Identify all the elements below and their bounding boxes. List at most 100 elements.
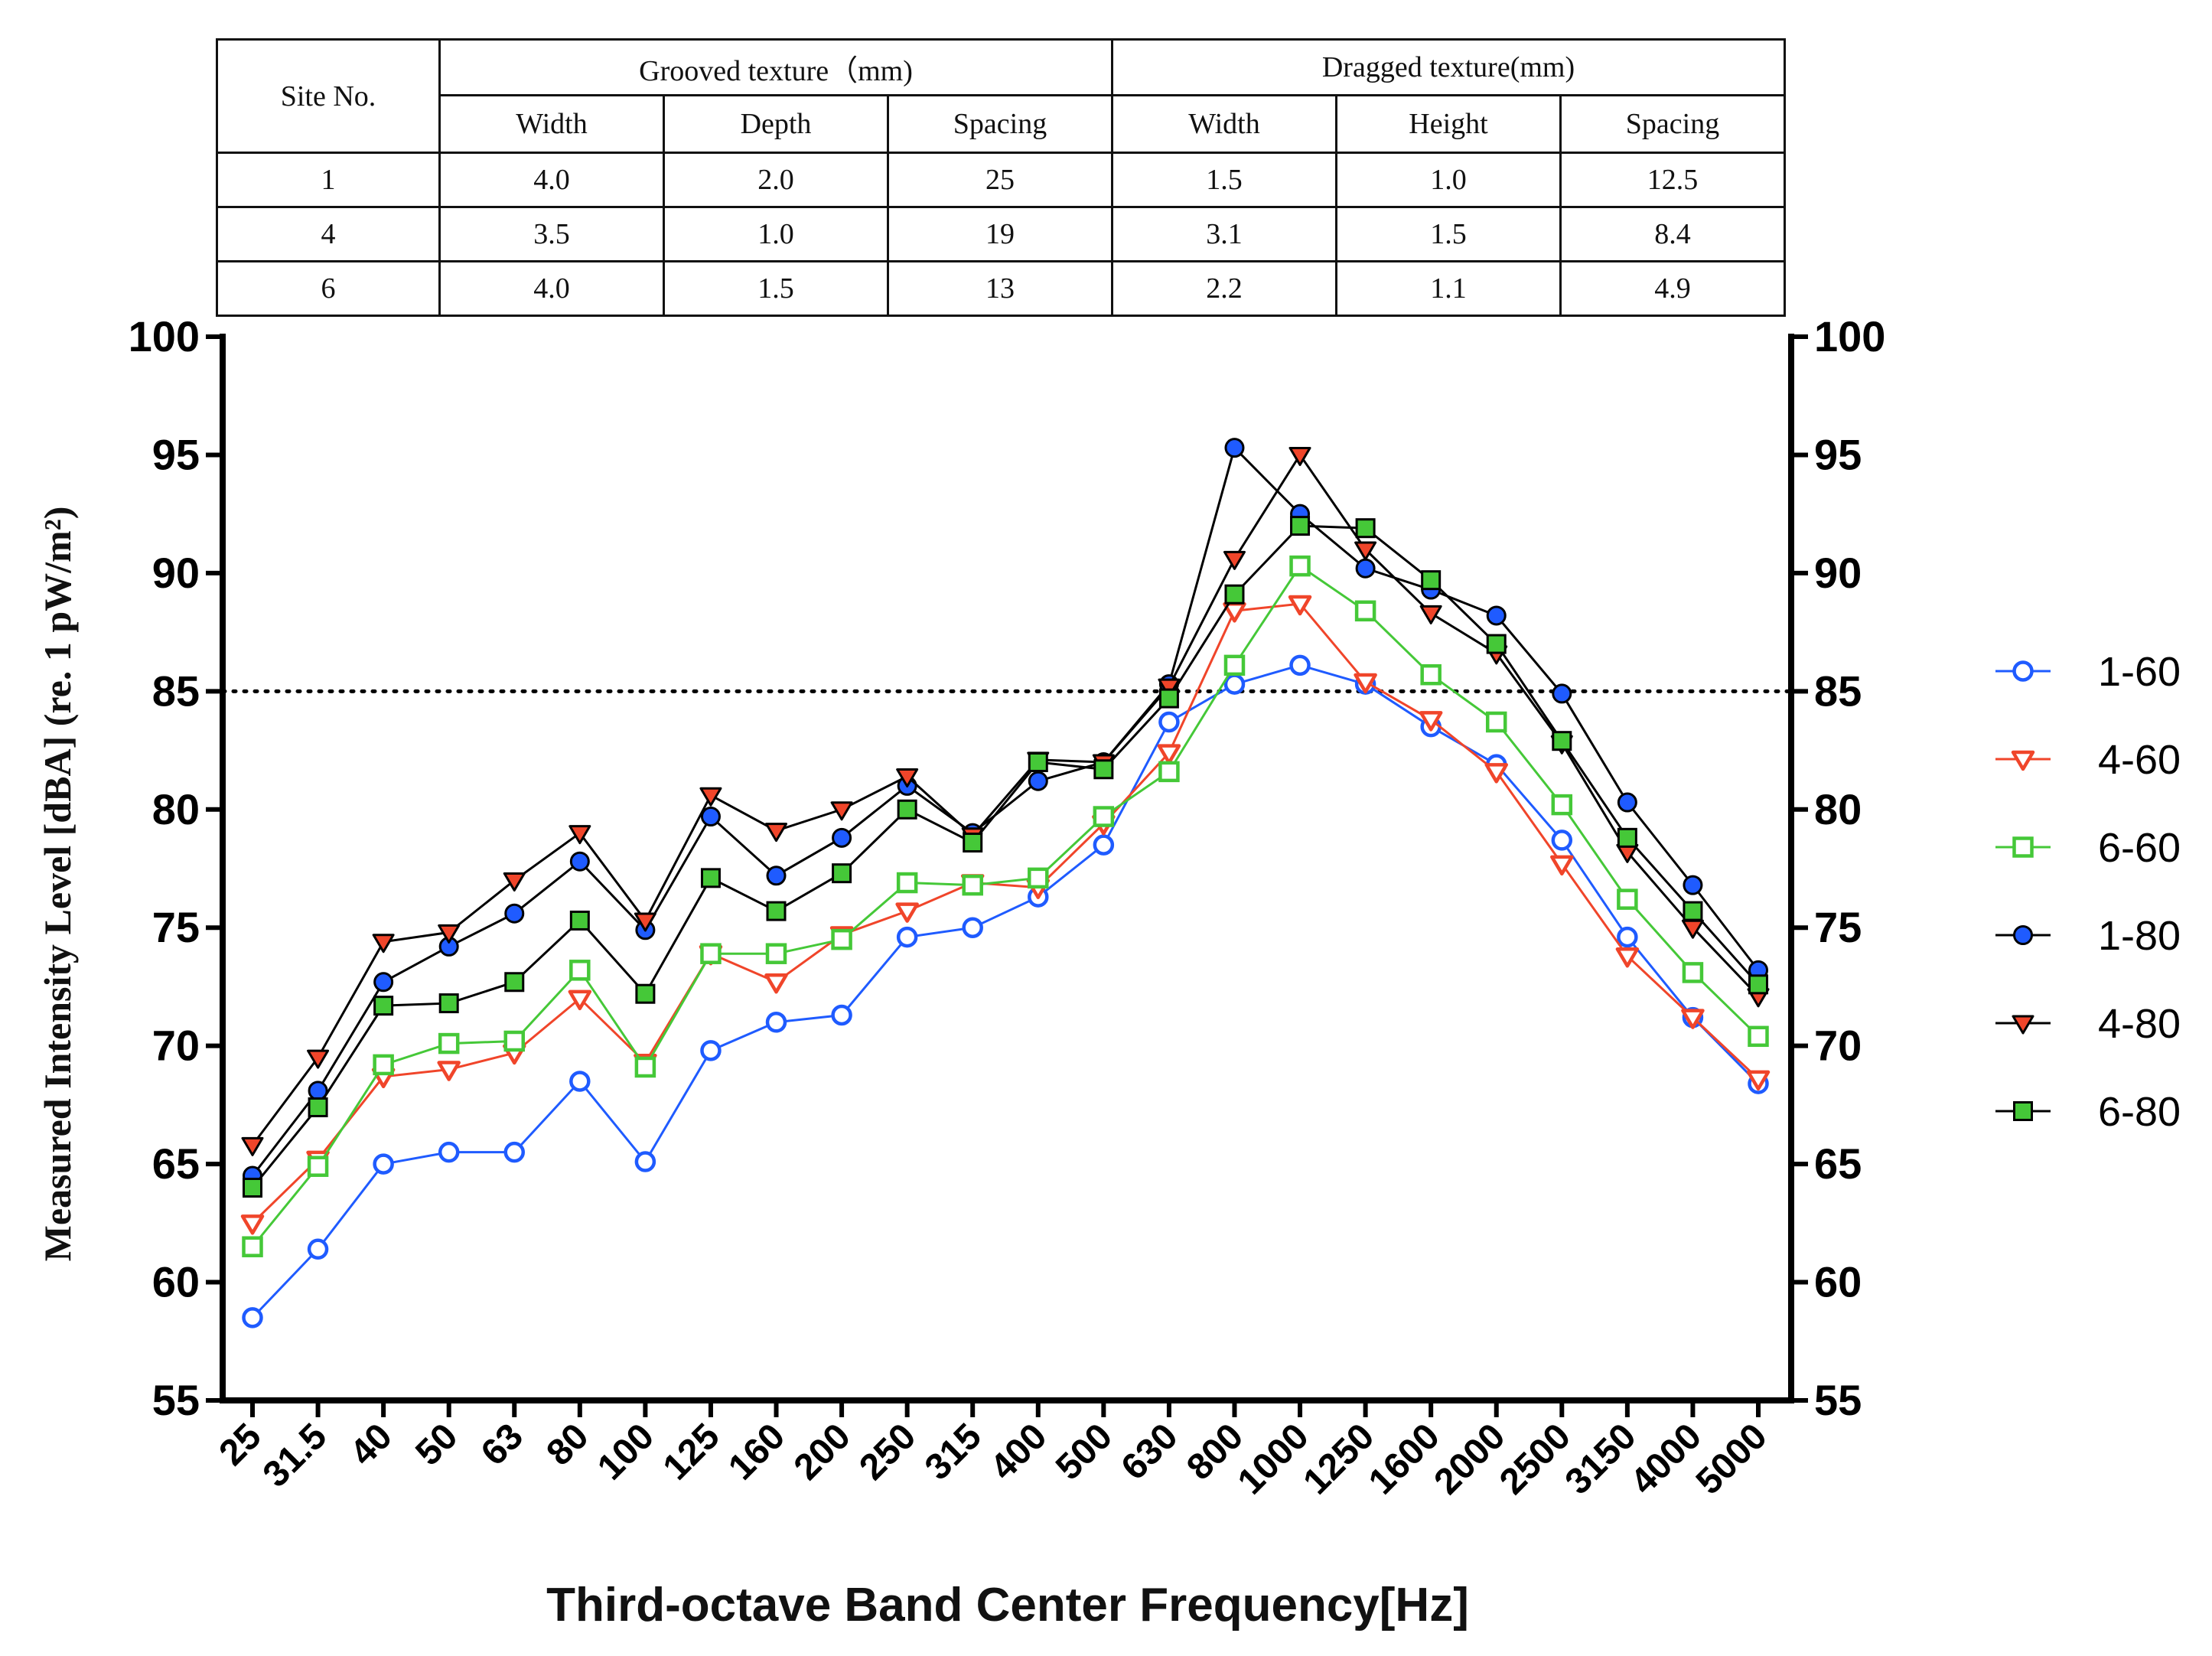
data-point-4-60 — [895, 902, 919, 923]
y-tick-label-right: 65 — [1814, 1139, 1862, 1188]
data-point-1-60 — [242, 1307, 263, 1328]
data-point-1-60 — [634, 1151, 656, 1172]
data-point-6-80 — [1748, 974, 1768, 995]
y-tick-label-right: 100 — [1814, 312, 1885, 360]
data-point-6-80 — [963, 833, 983, 853]
data-point-6-60 — [962, 874, 983, 896]
y-tick-label-left: 70 — [152, 1022, 200, 1070]
data-point-1-60 — [438, 1141, 460, 1163]
data-point-1-80 — [1224, 438, 1245, 458]
series-line-6-60 — [251, 564, 1760, 1248]
data-point-1-60 — [373, 1153, 394, 1175]
data-point-6-80 — [1617, 827, 1637, 848]
data-point-6-80 — [1028, 752, 1048, 772]
legend-label: 1-60 — [2098, 649, 2181, 695]
data-point-1-80 — [700, 807, 721, 827]
data-point-6-60 — [1682, 962, 1704, 983]
data-point-6-80 — [1093, 759, 1114, 780]
data-point-4-80 — [634, 912, 656, 932]
data-point-6-60 — [1617, 888, 1638, 910]
table-cell: 8.4 — [1559, 206, 1786, 262]
data-point-4-80 — [241, 1136, 264, 1156]
legend-item-6-60: 6-60 — [1995, 825, 2181, 871]
x-tick-label: 1000 — [1230, 1416, 1317, 1502]
data-point-6-60 — [242, 1236, 263, 1257]
data-point-4-80 — [307, 1049, 330, 1069]
table-cell: 13 — [887, 260, 1113, 317]
x-tick-label: 50 — [408, 1416, 465, 1473]
legend-item-1-60: 1-60 — [1995, 649, 2181, 695]
data-point-4-80 — [1354, 541, 1377, 561]
table-group-dragged: Dragged texture(mm) — [1111, 38, 1786, 96]
x-tick-label: 630 — [1114, 1416, 1186, 1488]
data-point-6-60 — [1028, 867, 1049, 889]
x-tick-label: 100 — [590, 1416, 662, 1488]
data-point-6-60 — [1158, 761, 1180, 783]
data-point-4-80 — [568, 825, 591, 845]
table-cell: 2.0 — [663, 152, 889, 208]
y-tick-label-right: 75 — [1814, 903, 1862, 951]
legend-label: 6-60 — [2098, 825, 2181, 871]
x-tick-label: 4000 — [1623, 1416, 1709, 1502]
table-cell: 1.0 — [1335, 152, 1562, 208]
data-point-6-80 — [373, 996, 394, 1016]
data-point-6-60 — [1354, 600, 1376, 622]
data-point-6-80 — [1224, 584, 1245, 605]
data-point-4-60 — [437, 1061, 461, 1081]
data-point-6-60 — [765, 943, 787, 964]
table-cell: 4 — [216, 206, 441, 262]
data-point-4-80 — [1288, 446, 1311, 466]
x-tick-label: 400 — [982, 1416, 1054, 1488]
legend-item-4-60: 4-60 — [1995, 737, 2181, 783]
table-cell: 3.1 — [1111, 206, 1337, 262]
x-tick-label: 63 — [474, 1416, 531, 1473]
data-point-6-80 — [504, 972, 525, 993]
data-point-4-80 — [1223, 550, 1246, 570]
y-tick-label-left: 75 — [152, 903, 200, 951]
data-point-4-80 — [372, 934, 395, 954]
data-point-6-80 — [766, 901, 787, 921]
data-point-4-60 — [1615, 947, 1640, 968]
data-point-6-80 — [832, 863, 852, 884]
y-tick-label-right: 70 — [1814, 1022, 1862, 1070]
legend-label: 1-80 — [2098, 913, 2181, 959]
y-tick-label-right: 85 — [1814, 667, 1862, 715]
series-line-1-80 — [251, 445, 1760, 1177]
data-point-1-60 — [831, 1004, 852, 1026]
y-tick-label-left: 65 — [152, 1139, 200, 1188]
data-point-6-80 — [569, 910, 590, 931]
data-point-4-80 — [896, 768, 919, 788]
x-tick-label: 250 — [852, 1416, 924, 1488]
table-cell: 1.5 — [663, 260, 889, 317]
data-point-4-60 — [1746, 1070, 1771, 1091]
legend-item-1-80: 1-80 — [1995, 913, 2181, 959]
series-1-60 — [242, 654, 1769, 1328]
table-cell: 1.5 — [1335, 206, 1562, 262]
legend: 1-60 4-60 6-60 1-80 4-80 6-80 — [1995, 649, 2181, 1135]
y-tick-label-left: 85 — [152, 667, 200, 715]
data-point-6-60 — [1420, 663, 1442, 686]
data-point-4-60 — [1484, 763, 1508, 784]
x-tick-label: 2000 — [1427, 1416, 1513, 1502]
legend-marker — [2013, 1101, 2033, 1121]
data-point-6-80 — [1355, 518, 1376, 539]
legend-marker — [2012, 1015, 2034, 1035]
series-line-6-80 — [251, 524, 1760, 1188]
x-tick-label: 500 — [1048, 1416, 1120, 1488]
x-tick-label: 31.5 — [256, 1416, 335, 1495]
y-tick-label-left: 60 — [152, 1258, 200, 1306]
data-point-6-80 — [1683, 901, 1703, 921]
data-point-4-80 — [1158, 678, 1181, 698]
data-point-1-80 — [1028, 771, 1048, 791]
x-tick-label: 3150 — [1558, 1416, 1644, 1502]
y-tick-label-right: 60 — [1814, 1258, 1862, 1306]
data-point-6-60 — [307, 1156, 329, 1177]
y-tick-label-left: 90 — [152, 549, 200, 597]
table-cell: 1.1 — [1335, 260, 1562, 317]
table-cell: 3.5 — [438, 206, 665, 262]
legend-label: 4-80 — [2098, 1001, 2181, 1047]
legend-marker — [2012, 660, 2034, 682]
x-tick-label: 80 — [539, 1416, 596, 1473]
data-point-6-60 — [1093, 806, 1115, 827]
